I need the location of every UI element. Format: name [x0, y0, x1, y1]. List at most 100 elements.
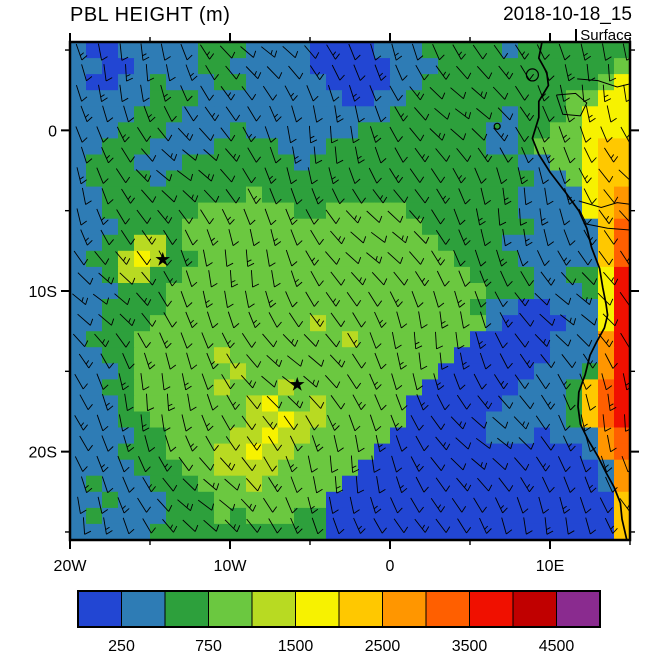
wind-barb	[370, 43, 376, 61]
wind-barb-feather	[459, 302, 466, 308]
wind-barb	[415, 476, 425, 493]
pbl-cell	[518, 202, 535, 220]
pbl-cell	[342, 234, 359, 252]
wind-barb-feather	[524, 340, 530, 348]
pbl-cell	[118, 42, 135, 59]
pbl-cell	[550, 250, 567, 268]
wind-barb	[203, 189, 217, 203]
wind-barb-feather	[84, 485, 89, 489]
pbl-cell	[134, 347, 151, 364]
wind-barb	[371, 455, 375, 473]
wind-barb-feather	[525, 238, 530, 242]
wind-barb-feather	[544, 136, 550, 143]
wind-barb	[513, 416, 527, 430]
wind-barb	[519, 395, 531, 410]
pbl-cell	[198, 106, 215, 123]
pbl-cell	[438, 491, 455, 509]
wind-barb	[117, 497, 125, 514]
pbl-cell	[118, 218, 135, 236]
pbl-cell	[390, 443, 407, 461]
pbl-cell	[550, 122, 567, 139]
wind-barb-feather	[480, 261, 487, 267]
wind-barb-feather	[211, 237, 215, 242]
wind-barb-feather	[332, 422, 337, 427]
pbl-cell	[502, 523, 519, 540]
pbl-cell	[278, 90, 295, 107]
wind-barb-feather	[397, 136, 403, 143]
wind-barb-feather	[146, 135, 152, 142]
wind-barb	[184, 229, 194, 246]
wind-barb-feather	[507, 362, 513, 369]
wind-barb-feather	[380, 116, 387, 123]
wind-barb-feather	[169, 76, 176, 82]
pbl-cell	[534, 443, 551, 461]
pbl-cell	[454, 250, 471, 268]
wind-barb	[471, 458, 485, 470]
pbl-cell	[294, 459, 311, 477]
pbl-cell	[358, 170, 375, 188]
wind-barb-feather	[608, 258, 614, 266]
wind-barb-feather	[248, 303, 255, 308]
pbl-cell	[150, 523, 167, 540]
wind-barb-feather	[569, 487, 576, 493]
pbl-cell	[310, 379, 327, 397]
wind-barb-feather	[521, 51, 526, 56]
wind-barb-feather	[249, 380, 253, 385]
pbl-cell	[502, 507, 519, 525]
wind-barb-feather	[311, 179, 318, 185]
pbl-cell	[214, 74, 231, 91]
pbl-cell	[326, 523, 343, 540]
pbl-cell	[390, 299, 407, 316]
pbl-cell	[198, 331, 215, 348]
wind-barb	[564, 105, 570, 123]
wind-barb	[249, 229, 255, 246]
wind-barb	[603, 189, 615, 204]
pbl-cell	[326, 154, 343, 172]
wind-barb-feather	[251, 423, 257, 430]
pbl-cell	[438, 427, 455, 445]
wind-barb-feather	[291, 466, 298, 473]
wind-barb-feather	[529, 114, 535, 122]
wind-barb-feather	[229, 342, 235, 349]
wind-barb-feather	[102, 425, 109, 432]
pbl-cell	[374, 331, 391, 348]
wind-barb-feather	[462, 422, 467, 430]
wind-barb-feather	[588, 114, 593, 118]
wind-barb	[453, 208, 461, 225]
wind-barb-feather	[564, 137, 571, 143]
pbl-cell	[550, 363, 567, 380]
wind-barb	[137, 497, 147, 513]
wind-barb-feather	[359, 75, 366, 81]
pbl-cell	[198, 283, 215, 300]
wind-barb	[497, 437, 511, 450]
wind-barb	[246, 518, 258, 533]
pbl-cell	[566, 491, 583, 509]
pbl-cell	[422, 379, 439, 397]
wind-barb-feather	[547, 277, 551, 282]
wind-barb	[161, 373, 165, 391]
wind-barb-feather	[147, 175, 152, 182]
wind-barb	[324, 374, 338, 389]
pbl-cell	[310, 42, 327, 59]
pbl-cell	[598, 395, 615, 413]
wind-barb	[288, 65, 300, 80]
wind-barb-feather	[313, 259, 319, 266]
wind-barb-feather	[614, 278, 619, 286]
wind-barb-feather	[107, 487, 114, 494]
wind-barb	[203, 519, 217, 532]
wind-barb	[225, 148, 237, 162]
pbl-cell	[470, 170, 487, 188]
wind-barb-feather	[102, 137, 109, 143]
pbl-cell	[326, 299, 343, 316]
pbl-cell	[342, 74, 359, 91]
wind-barb-feather	[404, 196, 409, 204]
pbl-cell	[358, 443, 375, 461]
wind-barb-feather	[111, 318, 115, 326]
wind-barb	[559, 84, 565, 102]
pbl-cell	[278, 363, 295, 380]
pbl-cell	[342, 491, 359, 509]
wind-barb-feather	[315, 52, 320, 59]
wind-barb	[435, 477, 447, 492]
wind-barb	[372, 189, 384, 204]
pbl-cell	[150, 154, 167, 172]
